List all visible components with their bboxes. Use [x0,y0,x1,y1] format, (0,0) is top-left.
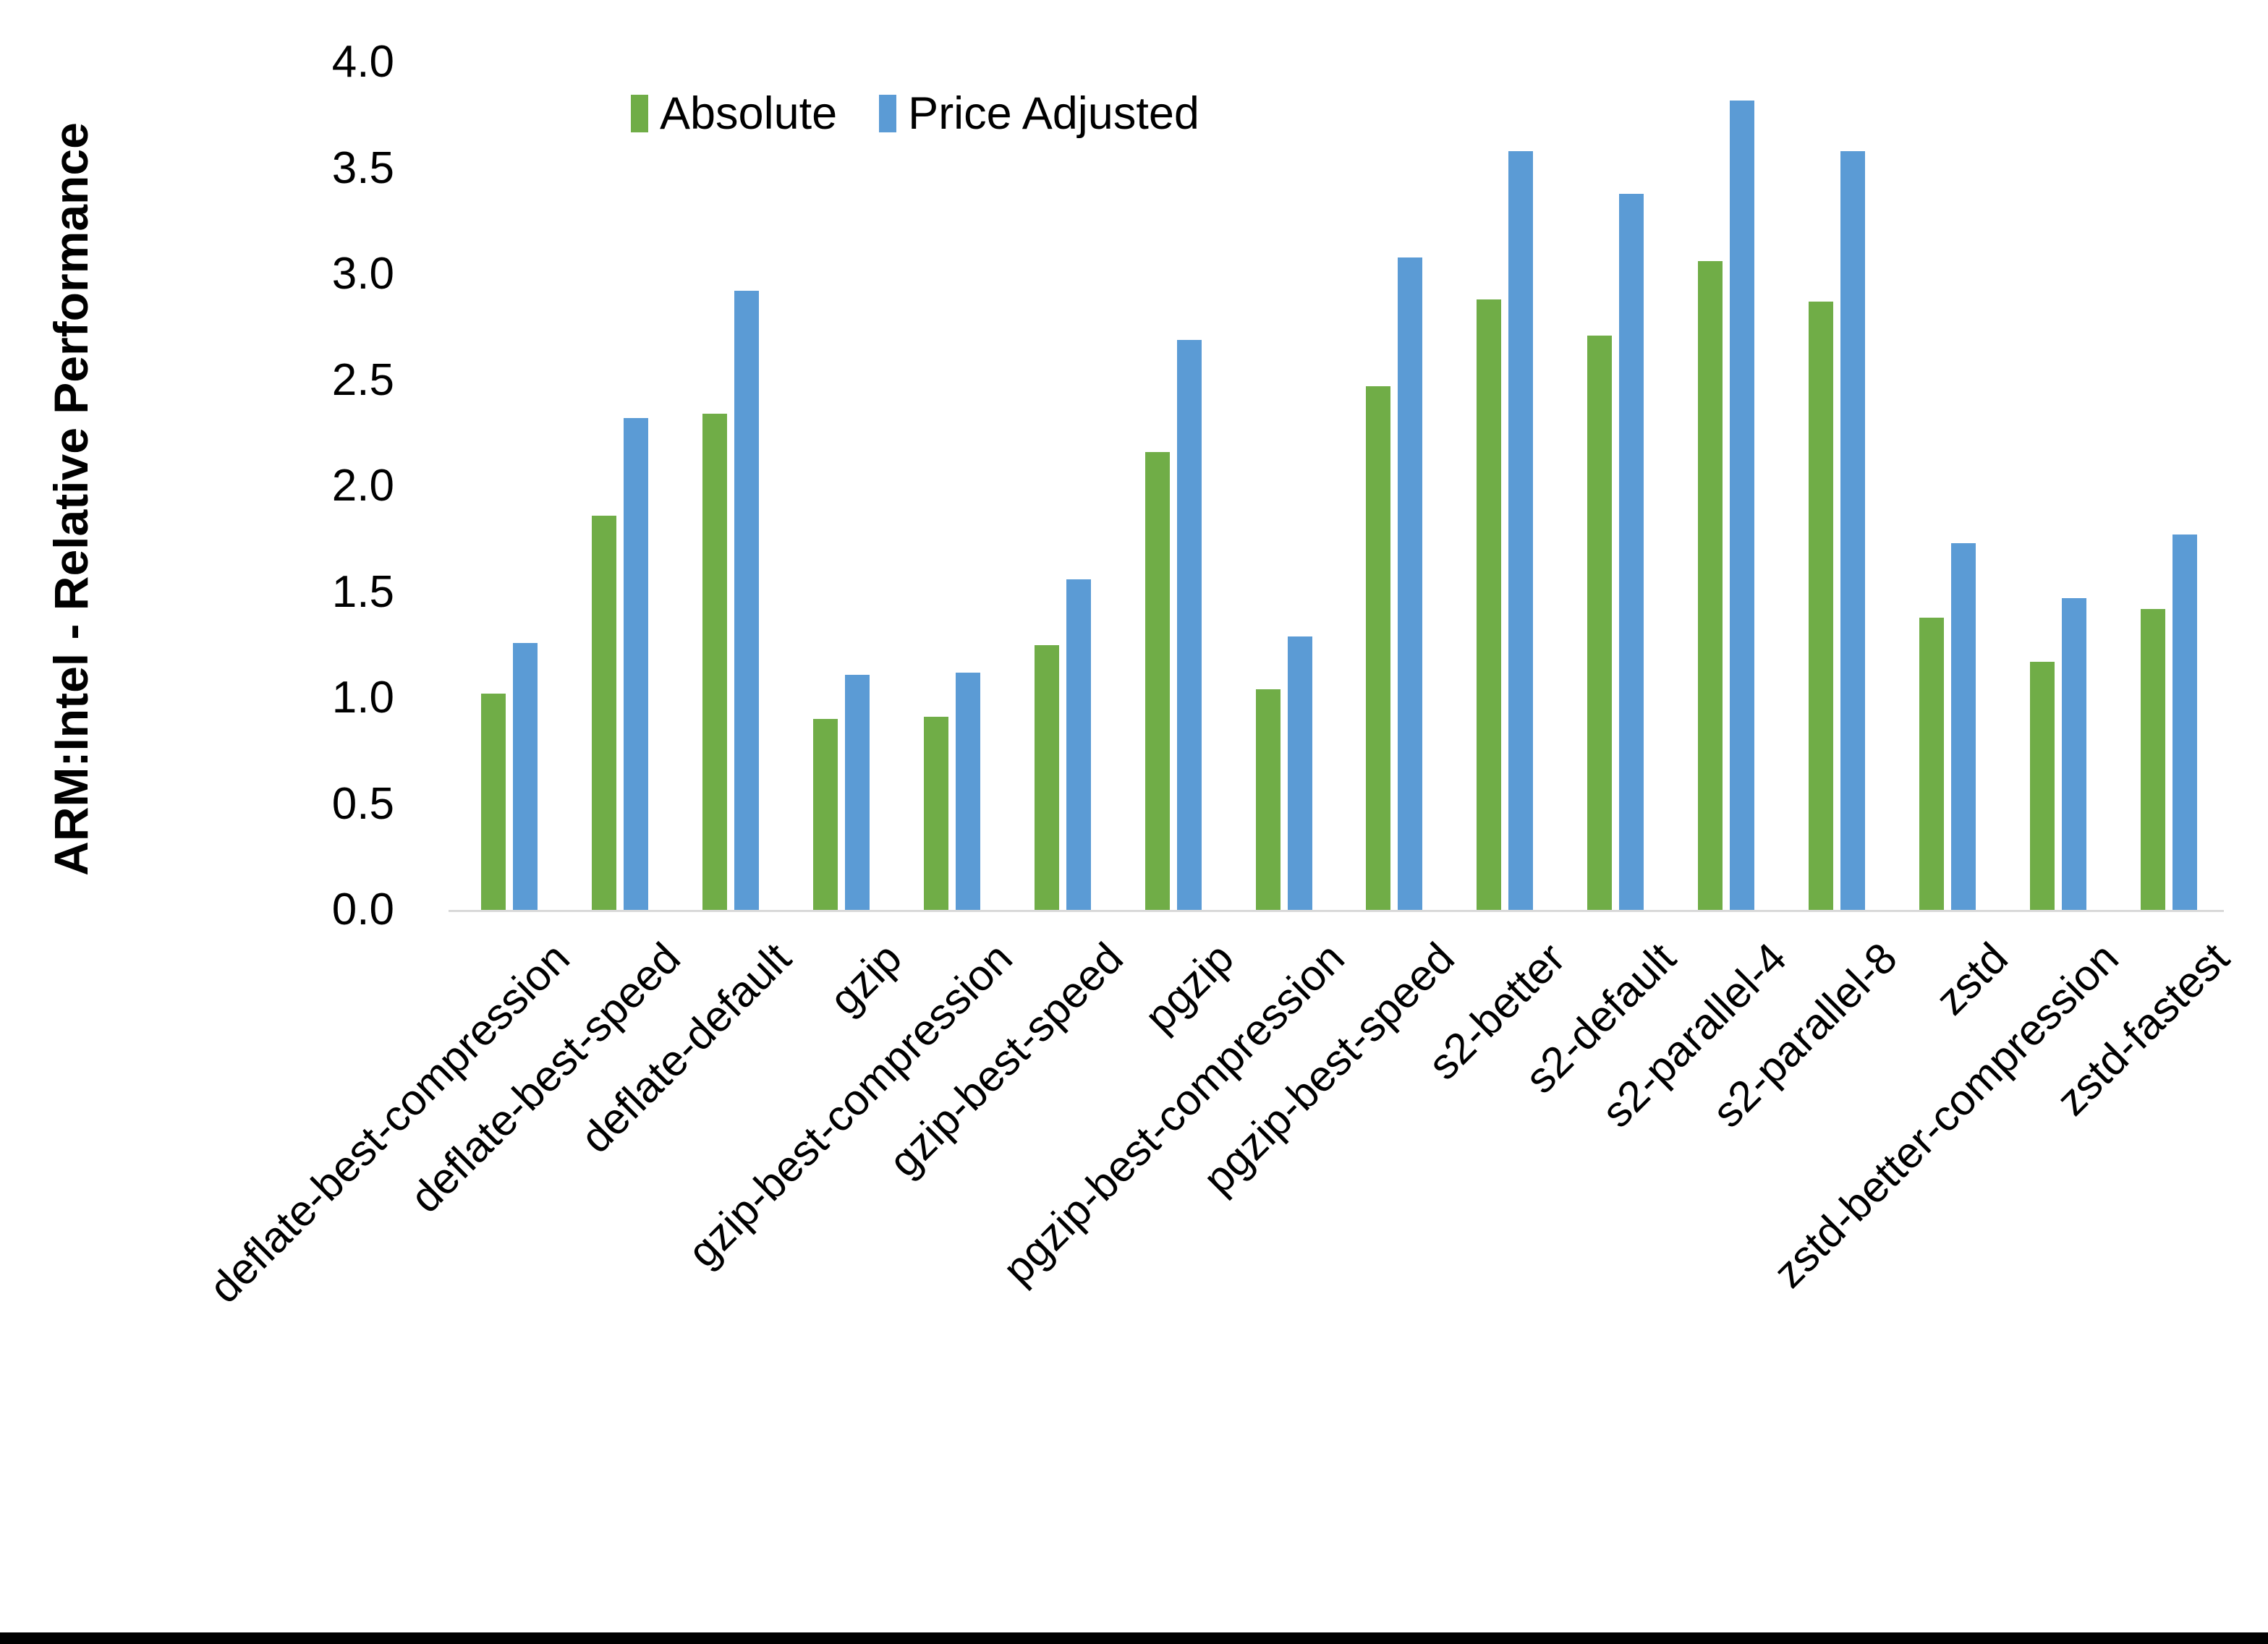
bar-price-adjusted [955,672,980,910]
bar-group [1892,62,2002,910]
bar-price-adjusted [1287,636,1312,910]
y-tick-label: 1.5 [331,566,394,617]
bar-group [1671,62,1782,910]
legend-label-price-adjusted: Price Adjusted [908,88,1199,139]
y-tick-label: 2.0 [331,461,394,511]
bar-absolute [592,516,617,910]
bar-group [2113,62,2224,910]
bar-price-adjusted [1950,543,1976,910]
bar-group [1228,62,1339,910]
bar-absolute [1698,261,1723,910]
y-tick-label: 2.5 [331,354,394,405]
bar-price-adjusted [2172,534,2197,910]
bar-groups [454,62,2224,910]
bar-price-adjusted [734,291,760,910]
bar-absolute [1919,617,1944,910]
legend: Absolute Price Adjusted [631,88,1199,139]
bar-absolute [2140,608,2165,910]
bar-price-adjusted [1508,151,1534,910]
bar-price-adjusted [1619,193,1644,910]
y-tick-label: 0.0 [331,885,394,934]
bar-absolute [923,717,948,910]
bar-absolute [2029,662,2055,910]
y-tick-label: 3.0 [331,249,394,299]
bar-price-adjusted [1398,257,1423,910]
bar-absolute [1587,335,1613,910]
bar-price-adjusted [1066,579,1091,910]
bar-absolute [1366,386,1391,910]
bar-absolute [702,414,728,910]
bar-absolute [1144,452,1170,910]
bar-price-adjusted [513,642,538,910]
bar-group [786,62,897,910]
y-tick-label: 1.0 [331,673,394,723]
legend-label-absolute: Absolute [660,88,838,139]
legend-swatch-price-adjusted-icon [879,95,897,132]
bar-absolute [1808,302,1833,910]
y-tick-label: 3.5 [331,142,394,193]
bar-price-adjusted [1840,151,1865,910]
legend-item-price-adjusted: Price Adjusted [879,88,1199,139]
bar-price-adjusted [624,418,649,910]
bar-absolute [481,694,506,910]
bar-absolute [1255,689,1280,910]
y-tick-label: 4.0 [331,37,394,87]
bar-group [565,62,676,910]
legend-item-absolute: Absolute [631,88,837,139]
bar-absolute [1034,644,1059,910]
bar-group [897,62,1008,910]
bar-group [1560,62,1671,910]
bottom-border-band [0,1632,2268,1644]
y-axis-title: ARM:Intel - Relative Performance [44,122,98,876]
bar-group [1450,62,1560,910]
plot-area [454,62,2224,910]
bar-absolute [813,719,838,910]
bar-group [2002,62,2113,910]
bar-group [1118,62,1228,910]
bar-price-adjusted [1176,339,1202,910]
bar-group [1339,62,1450,910]
bar-group [676,62,786,910]
bar-price-adjusted [845,674,870,910]
y-tick-label: 0.5 [331,778,394,829]
x-axis-line [449,910,2224,912]
bar-group [1007,62,1118,910]
bar-price-adjusted [1730,100,1755,910]
legend-swatch-absolute-icon [631,95,648,132]
bar-group [1782,62,1893,910]
bar-absolute [1477,299,1502,910]
bar-group [454,62,565,910]
bar-price-adjusted [2061,598,2086,910]
